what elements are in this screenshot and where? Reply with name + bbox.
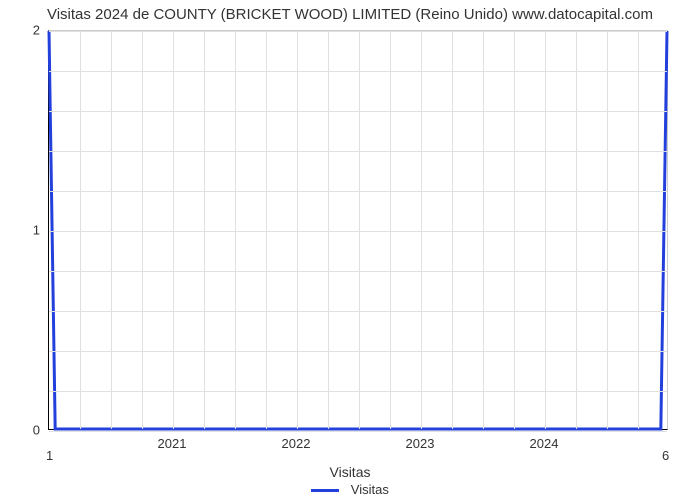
x-tick-label: 2024 [530,436,559,451]
x-axis-title: Visitas [0,464,700,480]
y-tick-label: 1 [33,223,40,238]
x-tick-label: 2023 [406,436,435,451]
x-axis-labels: 2021 2022 2023 2024 [48,434,668,454]
y-tick-label: 2 [33,23,40,38]
x-tick-label: 2022 [282,436,311,451]
chart-title: Visitas 2024 de COUNTY (BRICKET WOOD) LI… [0,6,700,23]
x-tick-label: 2021 [158,436,187,451]
y-tick-label: 0 [33,423,40,438]
plot-area [48,30,668,430]
legend-swatch [311,489,339,492]
corner-bottom-right: 6 [662,448,669,463]
y-axis-labels: 012 [0,30,44,430]
chart-container: Visitas 2024 de COUNTY (BRICKET WOOD) LI… [0,0,700,500]
legend-label: Visitas [351,482,389,497]
legend: Visitas [0,482,700,497]
corner-bottom-left: 1 [46,448,53,463]
